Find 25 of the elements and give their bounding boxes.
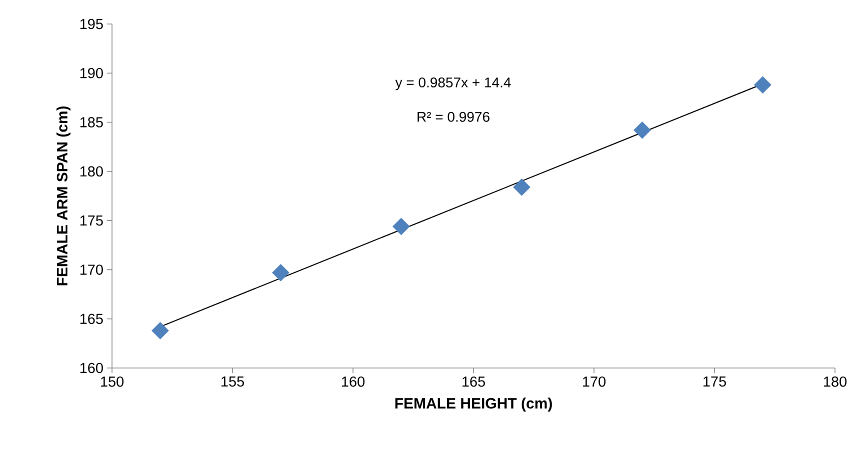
y-axis-title: FEMALE ARM SPAN (cm) [56,106,70,286]
x-tick-label: 175 [704,376,726,387]
x-tick-label: 180 [824,376,847,387]
x-tick-label: 170 [583,376,606,387]
x-tick-label: 155 [222,376,244,387]
point [634,121,651,139]
y-tick-label: 185 [80,117,103,128]
point [513,178,530,196]
point [152,322,169,340]
annotation: R² = 0.9976 [418,112,490,122]
y-tick-label: 160 [80,362,103,374]
point [272,264,290,282]
y-tick-label: 190 [80,68,103,78]
x-tick-label: 165 [462,376,485,387]
y-tick-label: 165 [80,314,103,324]
y-tick-label: 180 [80,166,103,177]
y-tick-label: 175 [80,216,103,226]
x-tick-label: 150 [101,376,124,387]
annotation: y = 0.9857x + 14.4 [395,77,511,90]
x-axis-title: FEMALE HEIGHT (cm) [395,398,552,412]
x-tick-label: 160 [342,376,365,387]
y-tick-label: 170 [80,264,103,275]
y-tick-label: 195 [80,18,103,30]
point [754,76,772,94]
point [392,218,410,236]
